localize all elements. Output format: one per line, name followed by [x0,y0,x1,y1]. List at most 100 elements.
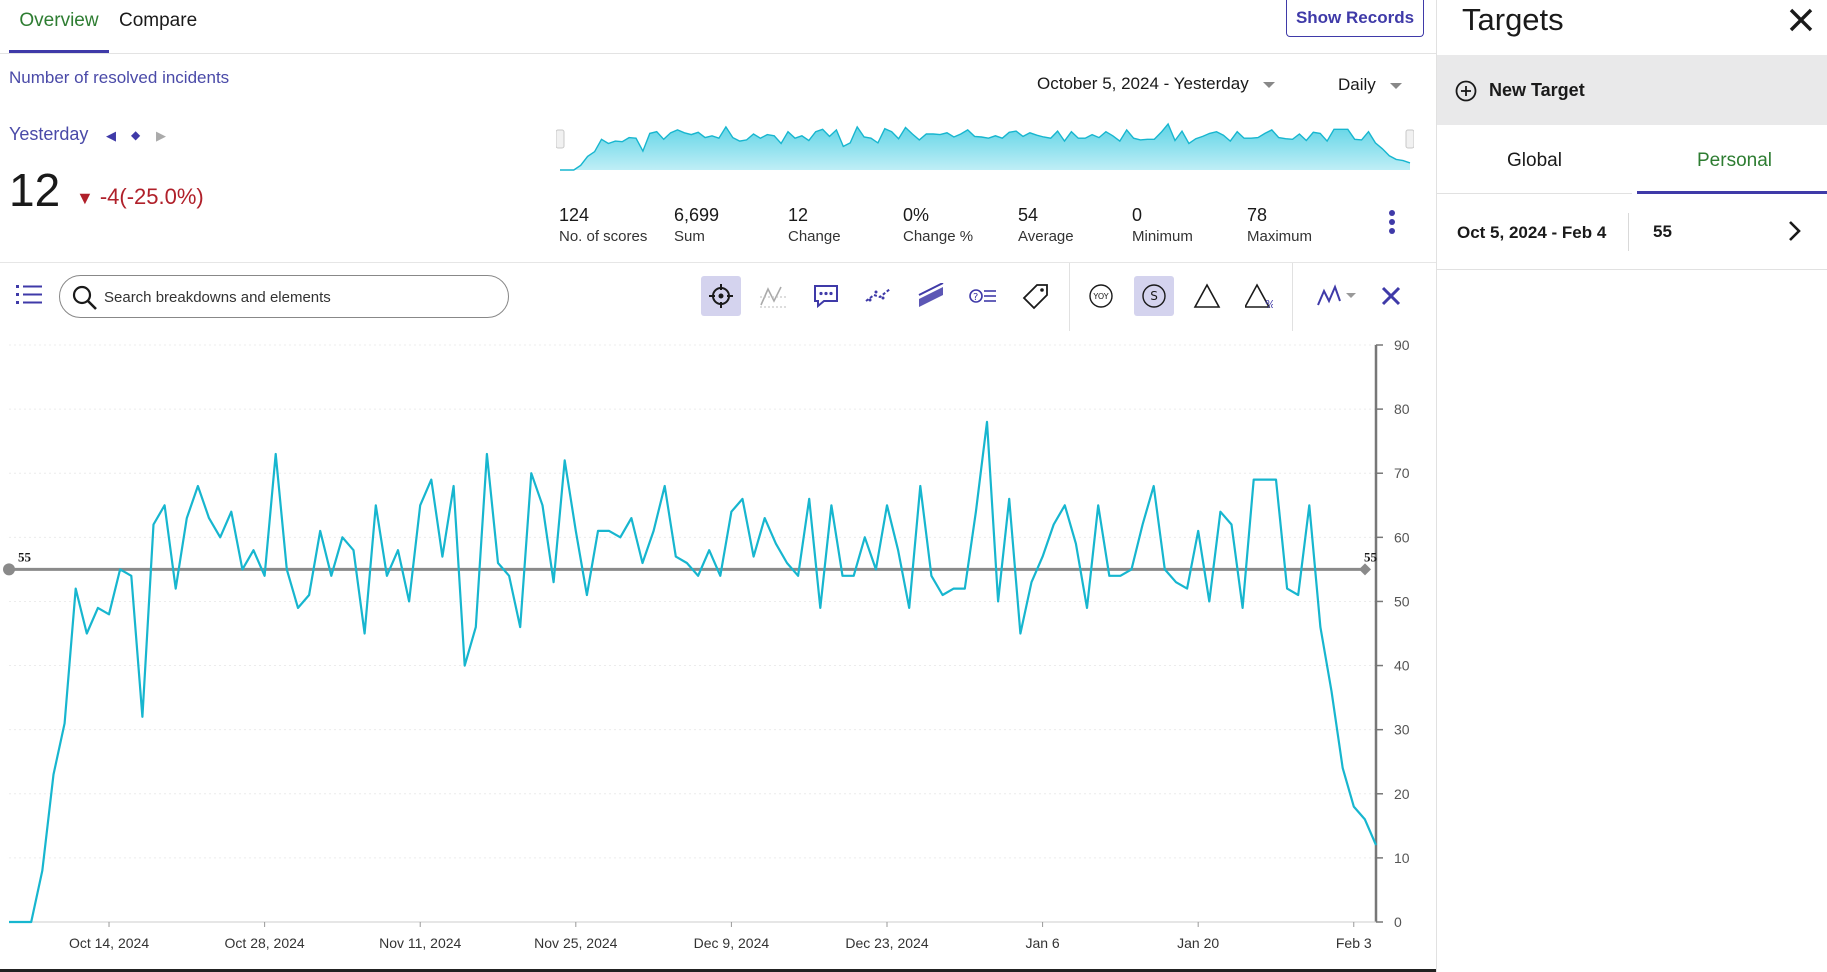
annotations-tool-button[interactable] [806,276,846,316]
target-end-marker [1359,563,1371,576]
forecast-icon [865,288,891,302]
stat-value: 78 [1247,205,1268,225]
stat-minimum: 0 Minimum [1132,205,1193,245]
divider [0,262,1436,263]
range-handle-left [556,129,565,149]
svg-text:S: S [1150,289,1158,303]
granularity-dropdown[interactable]: Daily [1338,75,1402,95]
delta-tool-button[interactable] [1187,276,1227,316]
series-line [9,420,1378,924]
sparkline-chart[interactable] [556,118,1414,174]
chart-type-icon [1317,284,1356,306]
down-arrow-icon: ▼ [76,188,94,208]
tab-personal[interactable]: Personal [1637,126,1827,194]
stat-maximum: 78 Maximum [1247,205,1312,245]
currency-tool-button[interactable]: S [1134,276,1174,316]
y-tick-label: 0 [1394,914,1402,930]
y-tick-label: 80 [1394,401,1410,417]
x-tick-label: Feb 3 [1336,935,1372,951]
y-tick-label: 40 [1394,658,1410,674]
tab-compare[interactable]: Compare [119,10,198,31]
new-target-button[interactable]: New Target [1437,55,1827,125]
stat-change: 12 Change [788,205,841,245]
y-tick-label: 70 [1394,465,1410,481]
yoy-icon: YOY [1089,284,1113,308]
stat-change-percent: 0% Change % [903,205,973,245]
view-tabs: Overview Compare Show Records [0,0,1436,54]
currency-icon: S [1142,284,1166,308]
target-row[interactable]: Oct 5, 2024 - Feb 4 55 [1437,195,1827,270]
chart-type-dropdown[interactable] [1314,276,1362,316]
x-tick-label: Oct 28, 2024 [225,935,305,951]
chevron-right-icon [1789,221,1801,241]
search-input[interactable] [104,286,494,308]
x-tick-label: Dec 9, 2024 [694,935,770,951]
close-icon [1381,286,1401,306]
current-period-icon[interactable]: ◆ [131,128,141,142]
sparkline-area [560,124,1410,170]
delta-percent-tool-button[interactable]: % [1239,276,1279,316]
tab-overview[interactable]: Overview [9,0,109,53]
trendline-tool-button[interactable] [753,276,793,316]
toolbar-divider [1069,263,1070,331]
breakdown-list-icon[interactable] [16,284,42,306]
tag-tool-button[interactable] [1016,276,1056,316]
stat-label: Minimum [1132,228,1193,245]
anomaly-tool-button[interactable]: ? [963,276,1003,316]
trendline-icon [760,286,786,308]
x-tick-label: Dec 23, 2024 [845,935,928,951]
thresholds-icon [918,283,944,307]
tab-global[interactable]: Global [1437,126,1632,194]
stat-sum: 6,699 Sum [674,205,719,245]
close-icon[interactable] [1787,6,1815,34]
crosshair-tool-button[interactable] [701,276,741,316]
range-handle-right [1405,129,1414,149]
y-tick-label: 90 [1394,337,1410,353]
target-value: 55 [1653,222,1672,241]
x-tick-label: Nov 11, 2024 [379,935,461,951]
main-panel: Overview Compare Show Records Number of … [0,0,1436,972]
metric-title[interactable]: Number of resolved incidents [9,68,230,87]
metric-delta: ▼ -4(-25.0%) [76,184,204,210]
delta-icon [1193,283,1221,308]
stat-label: No. of scores [559,228,648,245]
delta-value: -4 [99,184,120,209]
y-tick-label: 20 [1394,786,1410,802]
stat-label: Maximum [1247,228,1313,245]
stat-value: 6,699 [674,205,720,225]
metric-value: 12 [9,164,61,216]
close-chart-button[interactable] [1371,276,1411,316]
y-tick-label: 60 [1394,529,1410,545]
y-tick-label: 10 [1394,850,1410,866]
next-period-icon[interactable]: ▶ [156,128,166,143]
svg-text:%: % [1265,298,1273,310]
y-tick-label: 50 [1394,593,1410,609]
target-label: 55 [18,549,32,564]
previous-period-icon[interactable]: ◀ [106,128,116,143]
x-tick-label: Jan 6 [1025,935,1059,951]
tag-icon [1022,284,1048,310]
forecast-tool-button[interactable] [858,276,898,316]
sparkline-line [560,122,1411,171]
target-label: 55 [1364,549,1378,564]
granularity-value: Daily [1338,75,1376,94]
date-range-value: October 5, 2024 - Yesterday [1037,74,1249,93]
date-range-dropdown[interactable]: October 5, 2024 - Yesterday [1037,74,1275,94]
more-options-icon[interactable] [1386,210,1398,238]
chevron-down-icon [1262,81,1275,88]
period-label: Yesterday [9,124,89,144]
thresholds-tool-button[interactable] [911,276,951,316]
show-records-button[interactable]: Show Records [1286,0,1424,37]
yoy-tool-button[interactable]: YOY [1081,276,1121,316]
stat-value: 124 [559,205,590,225]
search-icon [72,285,97,310]
line-chart[interactable]: 0 10 20 30 40 50 60 70 80 90 Oct 14, 2024 Oct 28, 2… [0,332,1436,972]
stat-label: Change % [903,228,974,245]
search-box[interactable] [59,275,509,318]
stat-value: 0 [1132,205,1143,225]
svg-text:YOY: YOY [1092,292,1108,301]
stat-value: 54 [1018,205,1039,225]
stat-label: Sum [674,228,705,245]
new-target-label: New Target [1489,80,1585,100]
x-tick-label: Nov 25, 2024 [534,935,617,951]
